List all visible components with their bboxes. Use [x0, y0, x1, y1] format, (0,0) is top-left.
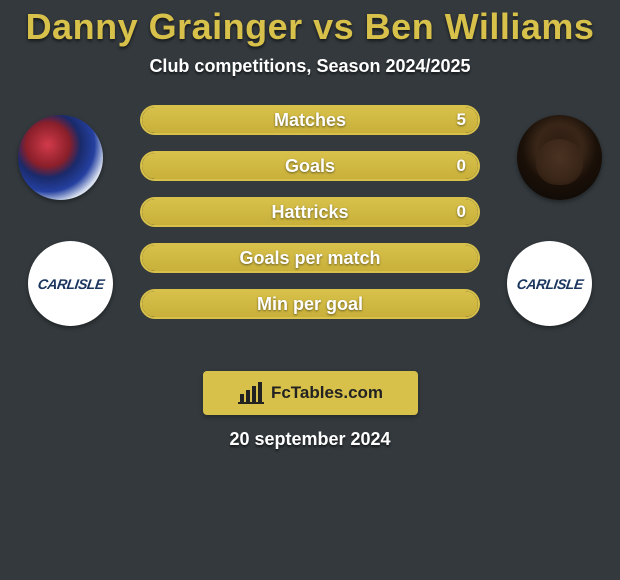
- avatar-placeholder: [517, 115, 602, 200]
- club-badge-text: CARLISLE: [36, 276, 104, 292]
- stat-value-right: 5: [457, 107, 466, 133]
- stat-value-right: 0: [457, 199, 466, 225]
- club-badge-right: CARLISLE: [507, 241, 592, 326]
- avatar-placeholder: [18, 115, 103, 200]
- player-left-avatar: [18, 115, 103, 200]
- page-title: Danny Grainger vs Ben Williams: [0, 0, 620, 48]
- bar-chart-icon: [237, 382, 265, 404]
- subtitle: Club competitions, Season 2024/2025: [0, 56, 620, 77]
- stat-bar-hattricks: Hattricks 0: [140, 197, 480, 227]
- stat-value-right: 0: [457, 153, 466, 179]
- stat-bars: Matches 5 Goals 0 Hattricks 0 Goals per …: [140, 105, 480, 335]
- source-logo: FcTables.com: [203, 371, 418, 415]
- stat-label: Min per goal: [142, 291, 478, 317]
- stat-label: Goals: [142, 153, 478, 179]
- stat-bar-matches: Matches 5: [140, 105, 480, 135]
- stat-bar-min-per-goal: Min per goal: [140, 289, 480, 319]
- date-text: 20 september 2024: [0, 429, 620, 450]
- stat-label: Goals per match: [142, 245, 478, 271]
- club-badge-text: CARLISLE: [515, 276, 583, 292]
- stat-label: Matches: [142, 107, 478, 133]
- stat-bar-goals-per-match: Goals per match: [140, 243, 480, 273]
- logo-text: FcTables.com: [271, 383, 383, 403]
- stat-bar-goals: Goals 0: [140, 151, 480, 181]
- stat-label: Hattricks: [142, 199, 478, 225]
- player-right-avatar: [517, 115, 602, 200]
- comparison-body: CARLISLE CARLISLE Matches 5 Goals 0 Hatt…: [0, 105, 620, 365]
- comparison-card: Danny Grainger vs Ben Williams Club comp…: [0, 0, 620, 580]
- club-badge-left: CARLISLE: [28, 241, 113, 326]
